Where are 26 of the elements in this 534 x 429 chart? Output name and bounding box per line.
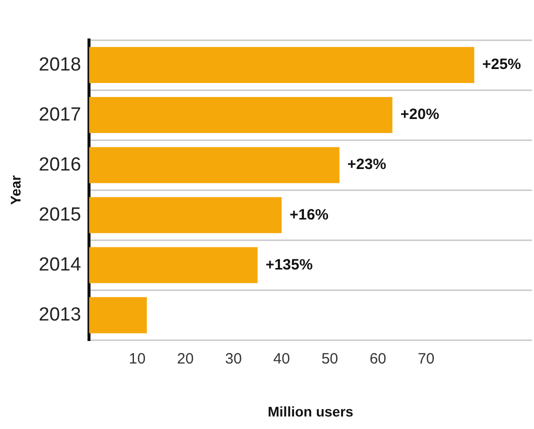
annotation: +16%: [290, 206, 328, 224]
y-tick-label: 2014: [38, 254, 82, 276]
x-tick-label: 50: [321, 350, 338, 368]
annotation: +135%: [266, 256, 313, 274]
x-tick-label: 20: [177, 350, 194, 368]
bar: [89, 147, 340, 184]
annotation: +25%: [482, 56, 522, 74]
x-tick-label: 10: [128, 350, 146, 368]
bar: [89, 297, 147, 334]
y-axis-title: Year: [7, 174, 24, 205]
bar: [89, 197, 282, 234]
x-tick-label: 60: [370, 350, 386, 368]
x-tick-label: 30: [225, 350, 242, 368]
annotation: +20%: [400, 106, 440, 124]
y-tick-label: 2017: [38, 104, 82, 126]
y-tick-label: 2013: [38, 304, 82, 326]
bar: [89, 97, 392, 134]
bar: [89, 247, 258, 284]
y-tick-label: 2018: [38, 54, 82, 76]
x-axis-title: Million users: [268, 403, 354, 420]
y-tick-label: 2016: [38, 154, 82, 176]
bar: [89, 47, 474, 84]
x-tick-label: 70: [418, 350, 434, 368]
annotation: +23%: [347, 156, 386, 174]
x-tick-label: 40: [273, 350, 290, 368]
y-tick-label: 2015: [38, 204, 82, 226]
